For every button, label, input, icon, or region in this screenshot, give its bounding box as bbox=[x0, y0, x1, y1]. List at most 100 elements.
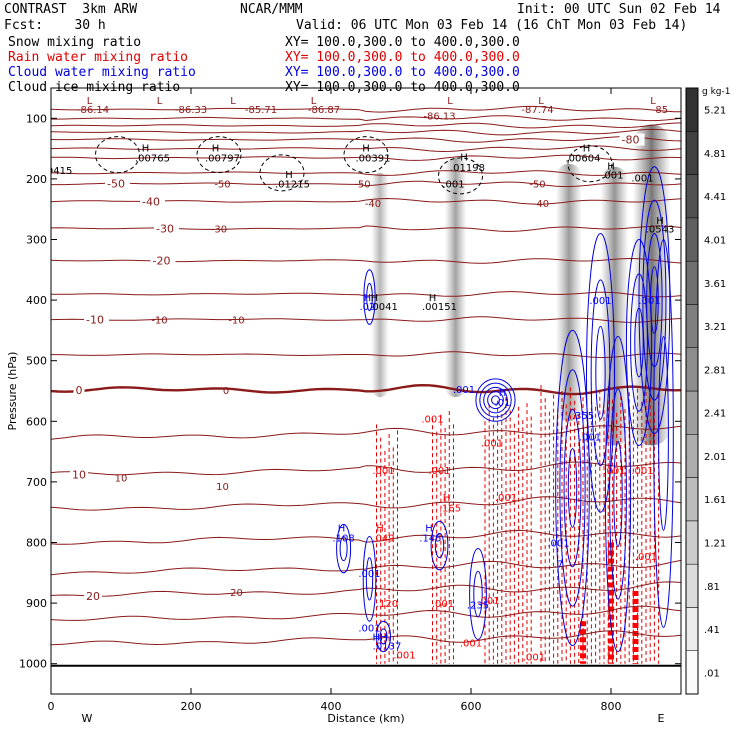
y-tick-label: 700 bbox=[26, 476, 47, 489]
colorbar-swatch bbox=[685, 131, 699, 175]
contour-label: .001 bbox=[603, 466, 625, 477]
temperature-contour-label: 0 bbox=[76, 384, 83, 397]
field-snow-xy: XY= 100.0,300.0 to 400.0,300.0 bbox=[285, 35, 520, 50]
contour-label: -86.14 bbox=[77, 105, 109, 116]
contour-label: .001 bbox=[421, 414, 443, 425]
cloud-water-contour bbox=[650, 266, 659, 334]
contour-label: .001 bbox=[372, 466, 394, 477]
contour-label: .001 bbox=[477, 596, 499, 607]
cloud-water-contour bbox=[563, 408, 582, 568]
temperature-contour-label: -80 bbox=[622, 134, 640, 147]
temperature-contour bbox=[51, 105, 681, 113]
contour-label: .108 bbox=[332, 534, 354, 545]
cloud-water-contour bbox=[567, 448, 578, 528]
contour-label: .001 bbox=[601, 171, 623, 182]
model-label: CONTRAST 3km ARW bbox=[4, 2, 138, 17]
snow-plume bbox=[371, 172, 389, 398]
cloud-water-contour bbox=[376, 620, 391, 653]
contour-label: .001 bbox=[453, 385, 475, 396]
contour-label: L bbox=[538, 96, 544, 107]
contour-label: .00797 bbox=[205, 154, 240, 165]
field-cloudwater-xy: XY= 100.0,300.0 to 400.0,300.0 bbox=[285, 65, 520, 80]
contour-label: -87.74 bbox=[521, 105, 553, 116]
cloud-water-contour bbox=[595, 325, 606, 420]
contour-label: .001 bbox=[358, 569, 380, 580]
contour-label: -85.71 bbox=[245, 105, 277, 116]
cloud-ice-contour bbox=[567, 145, 613, 183]
cloud-water-contour bbox=[339, 535, 348, 562]
cloud-water-contour bbox=[625, 239, 653, 447]
contour-label: H bbox=[499, 388, 507, 399]
colorbar-swatch bbox=[685, 260, 699, 305]
contour-label: -50 bbox=[354, 180, 370, 191]
contour-label: .001 bbox=[495, 493, 517, 504]
temperature-contour bbox=[51, 630, 681, 646]
y-tick-label: 500 bbox=[26, 355, 47, 368]
contour-label: .7 bbox=[554, 560, 564, 571]
y-tick-label: 300 bbox=[26, 234, 47, 247]
cloud-water-contour bbox=[604, 335, 632, 653]
contour-label: L bbox=[447, 96, 453, 107]
cloud-water-contour bbox=[430, 520, 449, 571]
contour-label: .001 bbox=[635, 552, 657, 563]
x-axis-title: Distance (km) bbox=[327, 712, 404, 725]
contour-label: H bbox=[656, 216, 664, 227]
contour-label: -50 bbox=[214, 180, 230, 191]
contour-label: .001 bbox=[589, 296, 611, 307]
x-tick-label: 400 bbox=[321, 700, 342, 713]
contour-label: .355 bbox=[572, 411, 594, 422]
field-cloudwater-name: Cloud water mixing ratio bbox=[8, 65, 196, 80]
colorbar-swatch bbox=[685, 174, 699, 219]
init-time: Init: 00 UTC Sun 02 Feb 14 bbox=[517, 2, 721, 17]
snow-plume bbox=[444, 157, 467, 398]
colorbar-label: 4.81 bbox=[704, 149, 726, 160]
temperature-contour-label: 20 bbox=[86, 590, 100, 603]
x-tick-label: 200 bbox=[181, 700, 202, 713]
contour-label: L bbox=[157, 96, 163, 107]
snow-plume bbox=[556, 163, 582, 422]
contour-label: .0415 bbox=[44, 166, 73, 177]
contour-label: .001 bbox=[523, 652, 545, 663]
field-rain-xy: XY= 100.0,300.0 to 400.0,300.0 bbox=[285, 50, 520, 65]
colorbar-frame bbox=[685, 87, 699, 695]
temperature-contour bbox=[51, 154, 681, 161]
temperature-contour bbox=[51, 180, 681, 187]
contour-label: H bbox=[583, 143, 591, 154]
cloud-water-contour bbox=[362, 535, 377, 622]
colorbar-swatch bbox=[685, 477, 699, 522]
contour-label: .01 bbox=[495, 398, 511, 409]
x-tick-label: 800 bbox=[601, 700, 622, 713]
contour-label: .001 bbox=[393, 651, 415, 662]
cloud-water-contour bbox=[658, 335, 669, 531]
contour-label: .049 bbox=[372, 534, 394, 545]
contour-label: L bbox=[230, 96, 236, 107]
colorbar-swatch bbox=[685, 520, 699, 565]
contour-label: .00765 bbox=[135, 154, 170, 165]
contour-label: -85 bbox=[652, 105, 668, 116]
contour-label: HH bbox=[372, 632, 387, 643]
snow-plume bbox=[600, 166, 629, 446]
temperature-contour-label: -10 bbox=[86, 313, 104, 326]
contour-label: .001 bbox=[631, 174, 653, 185]
cloud-water-contour bbox=[638, 166, 671, 434]
field-rain-name: Rain water mixing ratio bbox=[8, 50, 189, 65]
temperature-contour-label: -30 bbox=[156, 223, 174, 236]
contour-label: .001 bbox=[460, 638, 482, 649]
cloud-water-contour bbox=[379, 628, 388, 645]
temperature-contour bbox=[51, 581, 681, 597]
x-tick-label: 0 bbox=[48, 700, 55, 713]
colorbar-swatch bbox=[685, 390, 699, 435]
contour-label: .01198 bbox=[450, 163, 485, 174]
temperature-contour-label: 10 bbox=[72, 469, 86, 482]
contour-label: L bbox=[87, 96, 93, 107]
temperature-contour bbox=[51, 122, 681, 129]
cloud-water-contour bbox=[559, 369, 586, 607]
temperature-contour bbox=[51, 291, 681, 298]
temperature-contour bbox=[51, 425, 681, 440]
colorbar-units: g kg-1 bbox=[702, 87, 730, 97]
contour-label: .001 bbox=[631, 466, 653, 477]
temperature-contour bbox=[51, 225, 681, 232]
cloud-ice-contour bbox=[438, 157, 483, 195]
cloud-water-contour bbox=[473, 570, 483, 618]
colorbar-label: 3.61 bbox=[704, 279, 726, 290]
